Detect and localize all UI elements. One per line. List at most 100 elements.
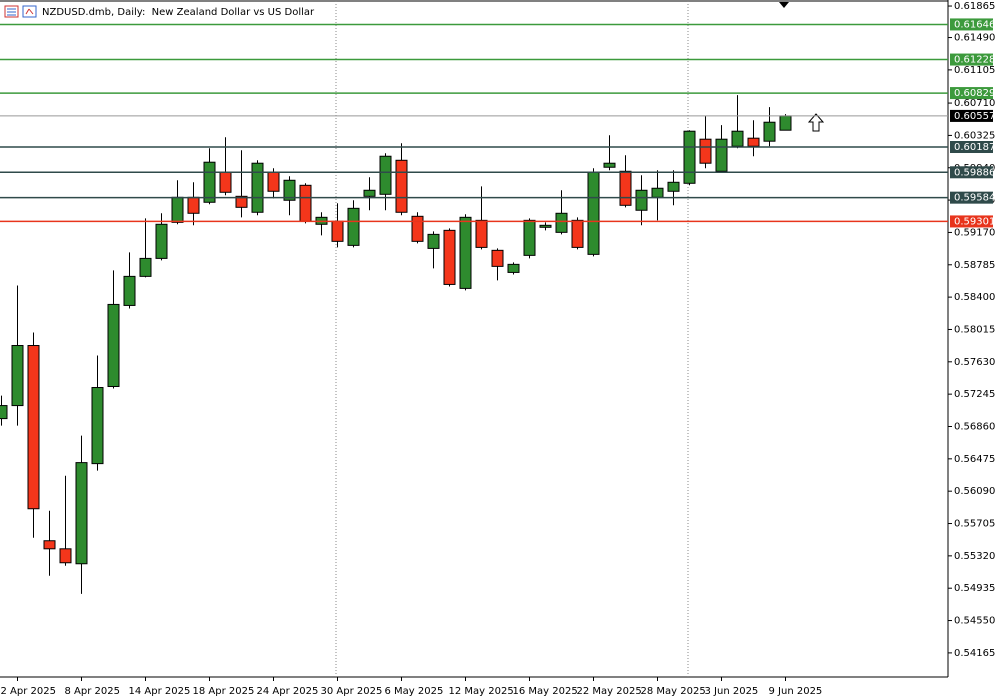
candle-body <box>507 263 520 273</box>
y-tick-label: 0.60710 <box>954 98 995 109</box>
y-tick-label: 0.54550 <box>954 616 995 627</box>
candle-body <box>123 275 136 306</box>
candle-body <box>571 219 584 248</box>
candle-body <box>59 548 72 564</box>
shift-marker <box>779 2 789 8</box>
x-tick-label: 24 Apr 2025 <box>257 686 319 697</box>
x-tick-label: 18 Apr 2025 <box>193 686 255 697</box>
candle-body <box>379 155 392 195</box>
x-tick-label: 28 May 2025 <box>641 686 706 697</box>
candle-body <box>747 137 760 147</box>
x-tick-label: 9 Jun 2025 <box>769 686 823 697</box>
candle-body <box>267 171 280 192</box>
y-tick-label: 0.57630 <box>954 357 995 368</box>
y-tick-label: 0.61865 <box>954 1 995 12</box>
candle-body <box>539 224 552 228</box>
candle-body <box>587 171 600 255</box>
level-label-box <box>950 87 993 100</box>
candle-body <box>107 303 120 388</box>
y-tick-label: 0.58400 <box>954 292 995 303</box>
level-label: 0.60557 <box>954 111 995 122</box>
level-label-box <box>950 18 993 31</box>
x-tick-label: 3 Jun 2025 <box>705 686 759 697</box>
y-tick-label: 0.54165 <box>954 648 995 659</box>
level-label-box <box>950 166 993 179</box>
candle-body <box>155 223 168 259</box>
candle-body <box>411 215 424 242</box>
y-tick-label: 0.61490 <box>954 33 995 44</box>
candle-body <box>331 220 344 242</box>
y-tick-label: 0.55705 <box>954 519 995 530</box>
y-tick-label: 0.56090 <box>954 486 995 497</box>
candle-body <box>715 138 728 172</box>
candle-body <box>475 219 488 248</box>
candle-body <box>779 115 792 131</box>
chart-title: NZDUSD.dmb, Daily: New Zealand Dollar vs… <box>42 7 315 18</box>
candle-body <box>91 387 104 465</box>
buy-arrow <box>807 113 825 132</box>
candle-body <box>651 187 664 198</box>
level-label: 0.59301 <box>954 216 995 227</box>
y-tick-label: 0.56860 <box>954 421 995 432</box>
candle-body <box>427 233 440 249</box>
y-tick-label: 0.55320 <box>954 551 995 562</box>
candle-body <box>523 219 536 256</box>
x-tick-label: 30 Apr 2025 <box>321 686 383 697</box>
candle-body <box>731 130 744 147</box>
candle-body <box>43 540 56 550</box>
candle-body <box>667 181 680 192</box>
candle-body <box>603 162 616 168</box>
level-label: 0.59584 <box>954 193 995 204</box>
candle-body <box>619 170 632 206</box>
y-tick-label: 0.54935 <box>954 583 995 594</box>
x-tick-label: 16 May 2025 <box>513 686 578 697</box>
y-tick-label: 0.58015 <box>954 324 995 335</box>
y-tick-label: 0.58785 <box>954 260 995 271</box>
candle-body <box>443 229 456 285</box>
symbol-icon <box>4 5 37 18</box>
candle-body <box>75 462 88 565</box>
y-tick-label: 0.59170 <box>954 227 995 238</box>
candle-body <box>11 345 24 407</box>
candle-body <box>491 249 504 267</box>
candle-body <box>139 257 152 277</box>
y-tick-label: 0.57245 <box>954 389 995 400</box>
candle-body <box>459 216 472 289</box>
candle-body <box>347 207 360 246</box>
level-label: 0.60829 <box>954 88 995 99</box>
candle-body <box>763 121 776 142</box>
candle-body <box>555 212 568 233</box>
level-label: 0.60187 <box>954 142 995 153</box>
candle-body <box>283 179 296 201</box>
level-label-box <box>950 141 993 154</box>
candle-body <box>395 159 408 213</box>
candle-body <box>187 196 200 214</box>
level-label: 0.59886 <box>954 167 995 178</box>
x-tick-label: 8 Apr 2025 <box>65 686 120 697</box>
y-tick-label: 0.60325 <box>954 130 995 141</box>
candle-body <box>27 345 40 510</box>
level-label: 0.61646 <box>954 19 995 30</box>
candle-body <box>219 171 232 193</box>
y-tick-label: 0.61105 <box>954 65 995 76</box>
candle-body <box>299 184 312 222</box>
candle-body <box>203 161 216 203</box>
x-tick-label: 2 Apr 2025 <box>1 686 56 697</box>
candle-body <box>171 196 184 223</box>
x-tick-label: 12 May 2025 <box>449 686 514 697</box>
x-tick-label: 22 May 2025 <box>577 686 642 697</box>
candle-body <box>683 130 696 184</box>
level-label-box <box>950 109 993 122</box>
level-label-box <box>950 191 993 204</box>
candle-body <box>251 162 264 213</box>
candle-body <box>235 195 248 208</box>
candle-body <box>363 189 376 197</box>
x-tick-label: 6 May 2025 <box>385 686 444 697</box>
level-label-box <box>950 215 993 228</box>
candle-body <box>0 405 8 420</box>
level-label-box <box>950 53 993 66</box>
y-tick-label: 0.56475 <box>954 454 995 465</box>
level-label: 0.61228 <box>954 55 995 66</box>
